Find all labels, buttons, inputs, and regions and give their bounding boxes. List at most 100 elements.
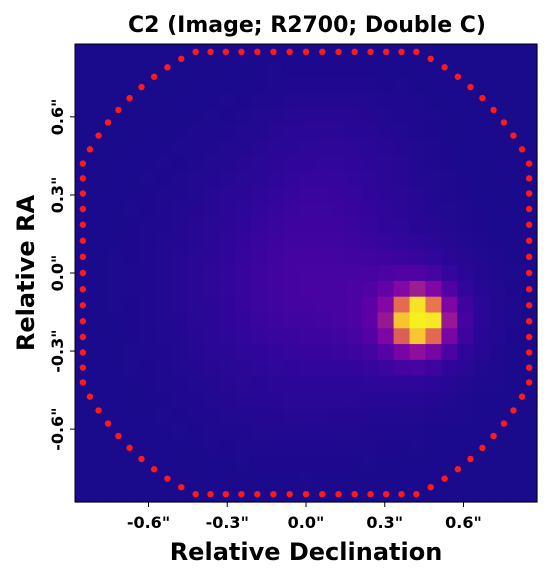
heatmap-cell bbox=[441, 186, 458, 203]
heatmap-cell bbox=[154, 344, 172, 361]
mask-point bbox=[79, 160, 87, 167]
heatmap-cell bbox=[186, 407, 204, 424]
heatmap-cell bbox=[457, 344, 474, 361]
heatmap-cell bbox=[521, 59, 538, 77]
heatmap-cell bbox=[154, 486, 172, 503]
heatmap-cell bbox=[106, 154, 124, 171]
mask-point bbox=[525, 333, 533, 341]
heatmap-cell bbox=[441, 154, 458, 171]
heatmap-cell bbox=[489, 280, 506, 298]
heatmap-cell bbox=[106, 249, 124, 266]
heatmap-cell bbox=[234, 233, 251, 250]
heatmap-cell bbox=[282, 138, 299, 156]
heatmap-cell bbox=[122, 454, 140, 472]
heatmap-cell bbox=[329, 312, 347, 329]
heatmap-cell bbox=[505, 407, 522, 424]
heatmap-cell bbox=[90, 312, 108, 329]
heatmap-cell bbox=[170, 470, 188, 487]
heatmap-cell bbox=[266, 122, 283, 140]
heatmap-cell bbox=[505, 75, 522, 92]
heatmap-cell bbox=[106, 486, 124, 503]
heatmap-cell bbox=[298, 59, 315, 77]
heatmap-cell bbox=[106, 391, 124, 408]
heatmap-cell bbox=[457, 170, 474, 187]
heatmap-cell bbox=[154, 391, 172, 408]
heatmap-cell bbox=[425, 265, 443, 282]
heatmap-cell bbox=[250, 217, 267, 235]
heatmap-cell bbox=[473, 344, 490, 361]
mask-point bbox=[367, 490, 374, 498]
heatmap-cell bbox=[298, 344, 315, 361]
heatmap-cell bbox=[409, 280, 427, 298]
heatmap-cell bbox=[521, 122, 538, 140]
x-tick-label: -0.6" bbox=[127, 513, 170, 532]
heatmap-cell bbox=[409, 75, 427, 92]
heatmap-cell bbox=[313, 391, 331, 408]
heatmap-cell bbox=[154, 122, 172, 140]
heatmap-cell bbox=[377, 470, 395, 487]
mask-point bbox=[351, 48, 358, 56]
heatmap-cell bbox=[505, 265, 522, 282]
mask-point bbox=[302, 48, 310, 56]
mask-point bbox=[398, 490, 405, 498]
heatmap-cell bbox=[282, 107, 299, 124]
heatmap-cell bbox=[266, 91, 283, 108]
heatmap-cell bbox=[441, 344, 458, 361]
mask-point bbox=[286, 48, 293, 56]
heatmap-cell bbox=[122, 154, 140, 171]
heatmap-cell bbox=[409, 391, 427, 408]
heatmap-cell bbox=[377, 344, 395, 361]
mask-point bbox=[178, 55, 185, 63]
heatmap-cell bbox=[298, 359, 315, 377]
heatmap-cell bbox=[154, 249, 172, 266]
heatmap-cell bbox=[505, 280, 522, 298]
heatmap-cell bbox=[313, 312, 331, 329]
heatmap-cell bbox=[106, 328, 124, 345]
heatmap-cell bbox=[329, 296, 347, 314]
heatmap-cell bbox=[90, 454, 108, 472]
heatmap-cell bbox=[170, 375, 188, 393]
heatmap-cell bbox=[154, 359, 172, 377]
heatmap-cell bbox=[457, 201, 474, 219]
heatmap-cell bbox=[266, 217, 283, 235]
heatmap-cell bbox=[409, 470, 427, 487]
mask-point bbox=[490, 106, 497, 114]
heatmap-cell bbox=[122, 249, 140, 266]
mask-point bbox=[335, 48, 342, 56]
heatmap-cell bbox=[329, 201, 347, 219]
heatmap-cell bbox=[218, 375, 235, 393]
heatmap-cell bbox=[505, 438, 522, 456]
heatmap-cell bbox=[425, 438, 443, 456]
heatmap-cell bbox=[170, 438, 188, 456]
mask-point bbox=[500, 420, 508, 427]
heatmap-cell bbox=[329, 170, 347, 187]
heatmap-cell bbox=[266, 233, 283, 250]
mask-point bbox=[150, 466, 158, 473]
mask-point bbox=[454, 466, 462, 473]
heatmap-cell bbox=[345, 107, 363, 124]
heatmap-cell bbox=[457, 280, 474, 298]
heatmap-cell bbox=[250, 359, 267, 377]
heatmap-cell bbox=[234, 107, 251, 124]
mask-point bbox=[510, 132, 517, 139]
heatmap-cell bbox=[122, 233, 140, 250]
heatmap-cell bbox=[457, 59, 474, 77]
heatmap-cell bbox=[425, 344, 443, 361]
mask-point bbox=[479, 444, 486, 452]
heatmap-cell bbox=[313, 407, 331, 424]
heatmap-cell bbox=[75, 438, 92, 456]
heatmap-cell bbox=[266, 391, 283, 408]
heatmap-cell bbox=[250, 265, 267, 282]
heatmap-cell bbox=[122, 59, 140, 77]
heatmap-cell bbox=[505, 122, 522, 140]
heatmap-cell bbox=[345, 375, 363, 393]
heatmap-cell bbox=[489, 154, 506, 171]
heatmap-cell bbox=[282, 154, 299, 171]
heatmap-cell bbox=[282, 201, 299, 219]
heatmap-cell bbox=[234, 407, 251, 424]
heatmap-cell bbox=[473, 375, 490, 393]
mask-point bbox=[525, 318, 533, 325]
heatmap-cell bbox=[393, 154, 411, 171]
heatmap-cell bbox=[409, 233, 427, 250]
